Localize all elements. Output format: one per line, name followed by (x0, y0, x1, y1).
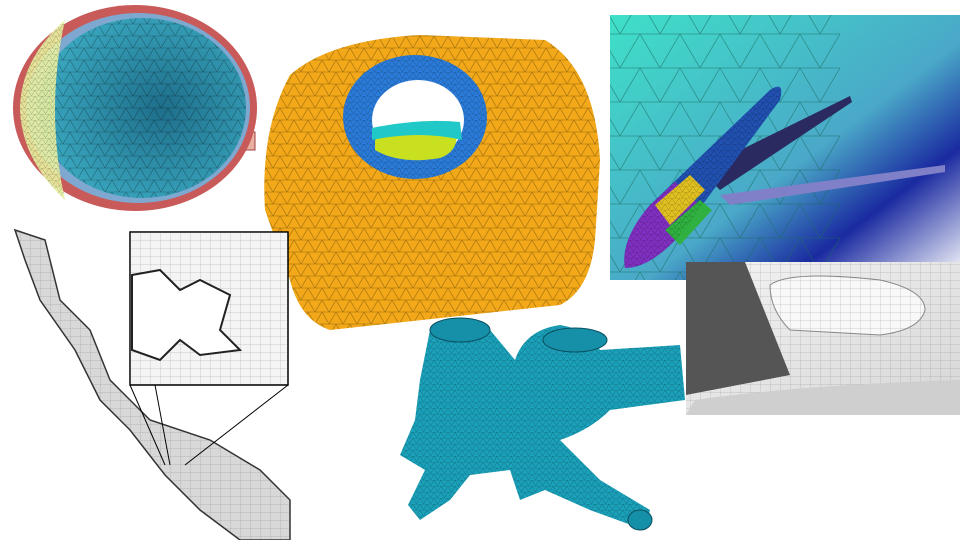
wing-mesh (686, 262, 960, 415)
coastline-mesh (13, 228, 291, 540)
airplane-mesh (610, 15, 960, 280)
block-mesh (264, 35, 600, 330)
pipe-mesh (400, 317, 685, 531)
eye-mesh (13, 5, 257, 211)
